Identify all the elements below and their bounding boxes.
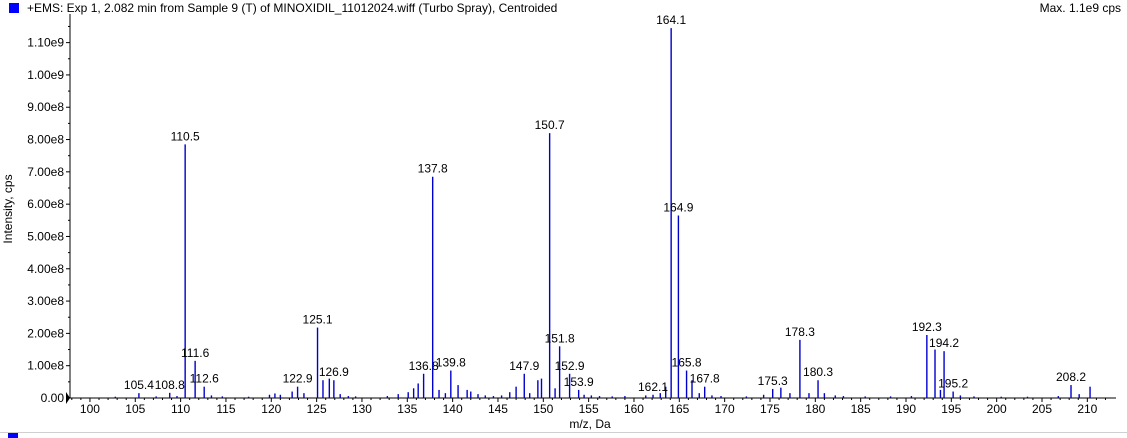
y-tick-label: 1.10e9 [27, 36, 64, 50]
x-tick-label: 120 [261, 402, 281, 416]
x-tick-label: 210 [1077, 402, 1097, 416]
peak-label: 175.3 [758, 374, 788, 388]
x-tick-label: 160 [624, 402, 644, 416]
x-tick-label: 195 [941, 402, 961, 416]
peak-label: 194.2 [929, 336, 959, 350]
axis-cursor-marker [66, 392, 70, 404]
x-tick-label: 190 [896, 402, 916, 416]
peak-label: 192.3 [912, 320, 942, 334]
peak-label: 136.8 [409, 359, 439, 373]
x-tick-label: 205 [1032, 402, 1052, 416]
y-tick-label: 8.00e8 [27, 133, 64, 147]
x-tick-label: 150 [533, 402, 553, 416]
series-color-swatch [9, 3, 19, 13]
peak-label: 147.9 [509, 359, 539, 373]
x-tick-label: 175 [760, 402, 780, 416]
y-tick-label: 5.00e8 [27, 229, 64, 243]
x-tick-label: 185 [851, 402, 871, 416]
x-tick-label: 140 [443, 402, 463, 416]
peak-label: 150.7 [535, 118, 565, 132]
peak-label: 164.1 [656, 13, 686, 27]
y-tick-label: 1.00e9 [27, 68, 64, 82]
max-intensity-label: Max. 1.1e9 cps [1039, 1, 1121, 15]
peak-label: 108.8 [155, 378, 185, 392]
peaks-layer [114, 28, 1091, 398]
y-tick-label: 7.00e8 [27, 165, 64, 179]
y-tick-label: 9.00e8 [27, 100, 64, 114]
x-tick-label: 165 [669, 402, 689, 416]
peak-label: 162.1 [638, 380, 668, 394]
y-axis-title: Intensity, cps [1, 174, 15, 243]
x-tick-label: 135 [397, 402, 417, 416]
y-tick-label: 0.00 [41, 391, 65, 405]
chart-header: +EMS: Exp 1, 2.082 min from Sample 9 (T)… [0, 0, 1127, 18]
peak-label: 165.8 [672, 356, 702, 370]
y-tick-label: 3.00e8 [27, 294, 64, 308]
peak-label: 139.8 [436, 356, 466, 370]
peak-label: 151.8 [545, 331, 575, 345]
next-spectrum-panel-edge [0, 432, 1127, 438]
x-tick-label: 170 [715, 402, 735, 416]
peak-label: 164.9 [663, 200, 693, 214]
peak-label: 122.9 [283, 372, 313, 386]
peak-label: 208.2 [1056, 370, 1086, 384]
x-tick-label: 115 [216, 402, 235, 416]
spectrum-title: +EMS: Exp 1, 2.082 min from Sample 9 (T)… [27, 1, 558, 15]
x-tick-label: 100 [80, 402, 100, 416]
panel-divider [0, 432, 1127, 433]
x-tick-label: 145 [488, 402, 508, 416]
y-tick-label: 2.00e8 [27, 326, 64, 340]
x-tick-label: 130 [352, 402, 372, 416]
peak-label: 152.9 [555, 359, 585, 373]
y-tick-label: 4.00e8 [27, 262, 64, 276]
peak-label: 178.3 [785, 325, 815, 339]
peak-label: 195.2 [938, 377, 968, 391]
peak-label: 167.8 [690, 372, 720, 386]
peak-label: 110.5 [171, 129, 200, 143]
next-series-swatch [8, 433, 18, 438]
peak-label: 105.4 [124, 378, 154, 392]
x-tick-label: 105 [125, 402, 145, 416]
x-tick-label: 155 [579, 402, 599, 416]
peak-label: 180.3 [803, 365, 833, 379]
peak-labels-layer: 105.4 108.8 110.5 111.6 112.6 122.9 125.1 126.9… [124, 13, 1086, 394]
peak-label: 126.9 [319, 365, 349, 379]
x-axis-title: m/z, Da [569, 417, 611, 431]
peak-label: 137.8 [418, 162, 448, 176]
axes-layer: 0.00 1.00e8 2.00e8 3.00e8 4.00e8 5.00e8 6.00e8… [27, 14, 1116, 416]
peak-label: 111.6 [181, 346, 210, 360]
x-tick-label: 125 [307, 402, 327, 416]
y-tick-label: 1.00e8 [27, 359, 64, 373]
peak-label: 112.6 [190, 372, 219, 386]
peak-label: 153.9 [564, 375, 594, 389]
x-tick-label: 180 [805, 402, 825, 416]
x-tick-label: 200 [987, 402, 1007, 416]
peak-label: 125.1 [303, 313, 333, 327]
x-tick-label: 110 [171, 402, 190, 416]
y-tick-label: 6.00e8 [27, 197, 64, 211]
